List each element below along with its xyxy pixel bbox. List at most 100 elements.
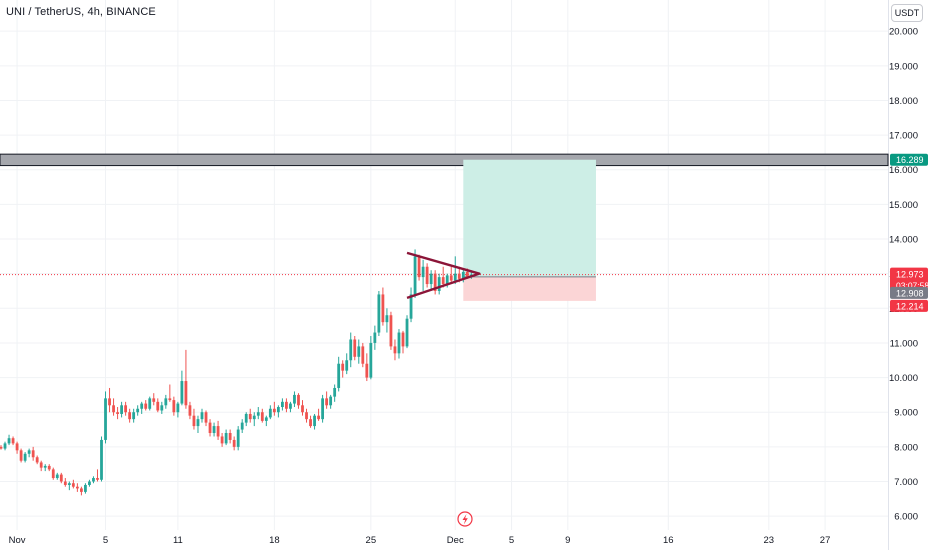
candle-body [100, 439, 103, 480]
candle-body [457, 273, 461, 279]
candle-body [425, 266, 429, 285]
candle-body [345, 360, 349, 371]
candle-body [168, 398, 172, 401]
last-price-label: 12.973 [896, 270, 924, 280]
candle-body [84, 484, 87, 492]
candle-body [405, 318, 409, 347]
time-tick-label: 11 [173, 535, 183, 546]
candle-body [75, 486, 79, 489]
price-tick-label: 20.000 [889, 27, 918, 38]
candle-body [120, 405, 123, 414]
candle-body [337, 363, 341, 388]
candle-body [124, 405, 128, 413]
price-tick-label: 9.000 [894, 408, 918, 419]
candle-body [228, 433, 232, 440]
candle-body [377, 294, 381, 333]
candle-body [140, 403, 144, 409]
candle-body [27, 450, 31, 454]
candle-body [465, 271, 469, 278]
candle-body [67, 483, 71, 485]
candle-body [369, 342, 373, 378]
triangle-pattern [406, 251, 481, 300]
candle-body [204, 412, 208, 423]
price-tick-label: 7.000 [894, 477, 918, 488]
candle-body [397, 332, 401, 354]
candle-body [260, 412, 264, 421]
candle-body [176, 403, 180, 413]
candle-body [0, 446, 3, 449]
candle-body [71, 483, 75, 487]
candle-body [413, 256, 417, 295]
candle-body [453, 273, 457, 281]
time-tick-label: 27 [820, 535, 831, 546]
flash-icon[interactable] [457, 511, 473, 527]
candle-body [92, 478, 95, 482]
candle-body [104, 398, 107, 440]
candle-body [116, 412, 119, 414]
candle-body [244, 413, 248, 423]
time-tick-label: 25 [366, 535, 377, 546]
price-tick-label: 6.000 [894, 512, 918, 523]
candle-body [393, 346, 397, 354]
candle-body [349, 339, 353, 361]
candle-body [23, 453, 27, 461]
candle-body [15, 443, 19, 451]
candle-body [156, 401, 160, 411]
candle-body [268, 408, 272, 418]
candle-body [313, 415, 316, 427]
candle-body [461, 271, 465, 279]
candle-body [51, 469, 55, 479]
price-tick-label: 19.000 [889, 61, 918, 72]
candle-body [437, 277, 441, 291]
candle-body [220, 436, 224, 444]
price-tick-label: 8.000 [894, 442, 918, 453]
candle-body [357, 346, 361, 357]
candle-body [31, 450, 35, 458]
time-tick-label: 9 [565, 535, 570, 546]
candle-body [365, 363, 369, 378]
candle-body [401, 332, 405, 347]
candle-body [305, 412, 308, 420]
candle-body [353, 339, 357, 357]
candle-body [108, 398, 111, 406]
candle-body [449, 275, 453, 281]
candle-body [3, 443, 7, 449]
candle-body [11, 438, 15, 444]
price-tick-label: 10.000 [889, 373, 918, 384]
resistance-zone [0, 153, 889, 167]
candle-body [59, 474, 63, 482]
candle-body [216, 426, 220, 437]
time-tick-label: Nov [9, 535, 26, 546]
candle-body [172, 400, 176, 413]
candle-body [224, 433, 228, 444]
candle-body [433, 273, 437, 291]
time-tick-label: 5 [509, 535, 514, 546]
candle-body [276, 407, 280, 413]
candle-body [256, 412, 260, 416]
drawing-zones [0, 153, 889, 301]
candle-body [441, 277, 445, 285]
candle-body [329, 396, 333, 406]
candle-body [136, 408, 140, 413]
candle-body [148, 398, 152, 409]
candle-body [55, 474, 59, 479]
price-tick-label: 15.000 [889, 200, 918, 211]
candle-body [417, 256, 421, 278]
candle-body [409, 294, 413, 319]
stop-price-label-bg [890, 299, 928, 312]
candle-body [373, 332, 377, 343]
currency-button[interactable]: USDT [891, 4, 923, 22]
candle-body [164, 398, 168, 406]
candle-body [333, 387, 337, 397]
candle-body [321, 398, 324, 420]
candle-body [421, 266, 425, 278]
candle-body [361, 346, 365, 364]
candle-body [160, 405, 164, 411]
symbol-title[interactable]: UNI / TetherUS, 4h, BINANCE [6, 6, 156, 18]
candle-body [208, 422, 212, 434]
candle-body [445, 275, 449, 285]
candle-body [132, 412, 136, 420]
